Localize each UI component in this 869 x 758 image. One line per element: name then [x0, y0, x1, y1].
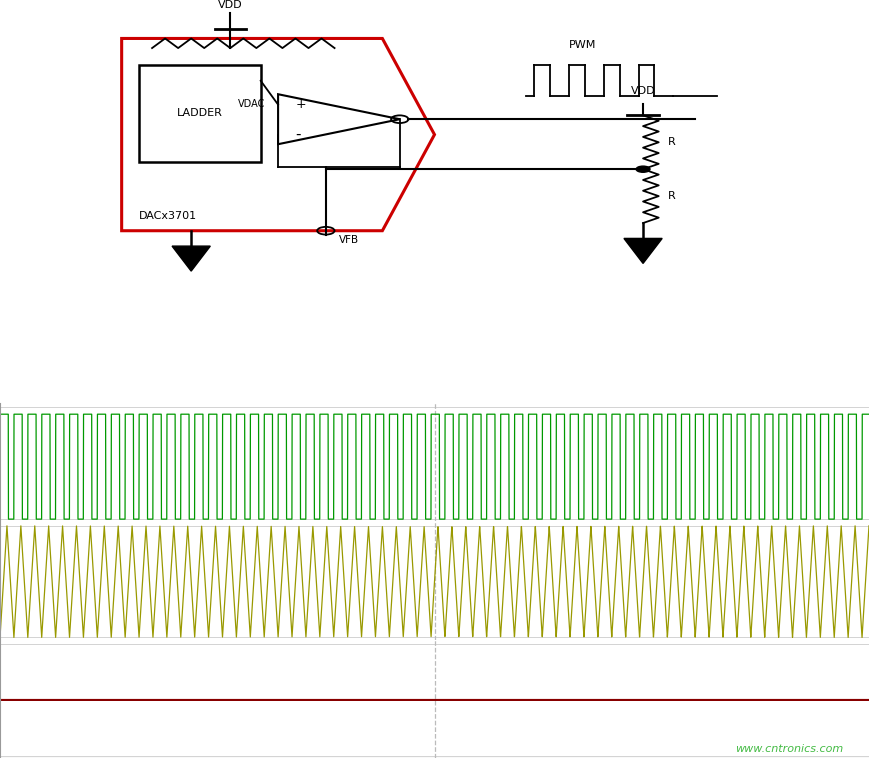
Bar	[139, 65, 261, 161]
Text: -: -	[295, 127, 301, 142]
Text: +: +	[295, 98, 306, 111]
Text: R: R	[667, 191, 675, 201]
Circle shape	[636, 166, 650, 172]
Polygon shape	[624, 239, 662, 264]
Text: DACx3701: DACx3701	[139, 211, 197, 221]
Text: VDAC: VDAC	[237, 99, 265, 109]
Text: www.cntronics.com: www.cntronics.com	[734, 744, 843, 754]
Text: R: R	[667, 137, 675, 147]
Text: VDD: VDD	[631, 86, 655, 96]
Text: PWM: PWM	[568, 40, 596, 50]
Text: VDD: VDD	[218, 0, 242, 10]
Text: VFB: VFB	[339, 234, 359, 245]
Text: LADDER: LADDER	[177, 108, 222, 118]
Polygon shape	[172, 246, 210, 271]
